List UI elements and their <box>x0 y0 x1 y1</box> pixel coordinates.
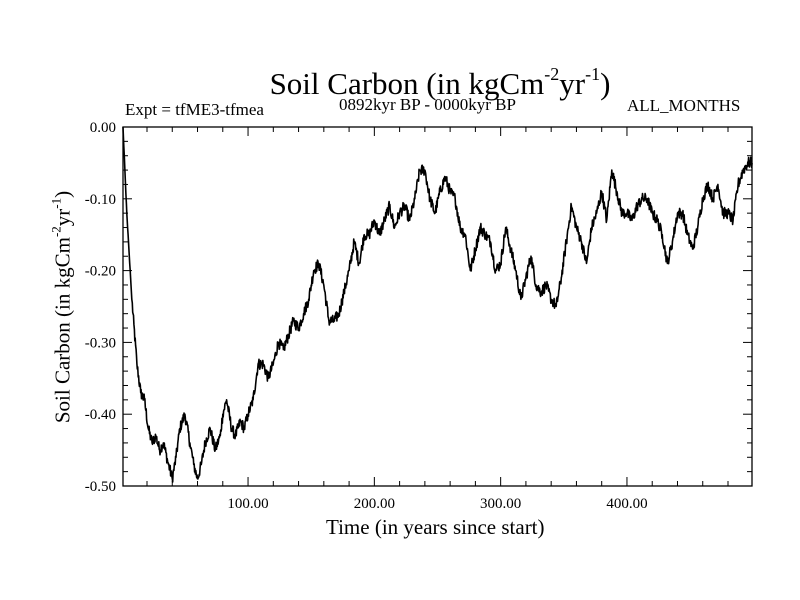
time-range-label: 0892kyr BP - 0000kyr BP <box>339 95 516 114</box>
chart-title: Soil Carbon (in kgCm-2yr-1) <box>269 64 611 101</box>
axis-ticks <box>123 126 752 487</box>
x-tick-label: 400.00 <box>606 496 647 512</box>
y-tick-label: -0.50 <box>85 479 116 495</box>
y-tick-label: -0.40 <box>85 407 116 423</box>
y-tick-label: -0.10 <box>85 192 116 208</box>
x-tick-label: 100.00 <box>227 496 268 512</box>
y-tick-label: -0.30 <box>85 335 116 351</box>
experiment-label: Expt = tfME3-tfmea <box>125 100 264 119</box>
y-tick-label: -0.20 <box>85 264 116 280</box>
tick-labels: 100.00 200.00 300.00 400.00 0.00 -0.10 -0.20 -0… <box>85 120 648 512</box>
x-tick-label: 300.00 <box>480 496 521 512</box>
x-tick-label: 200.00 <box>354 496 395 512</box>
months-label: ALL_MONTHS <box>627 96 741 115</box>
series-line-soil-carbon <box>122 126 753 483</box>
y-tick-label: 0.00 <box>90 120 116 136</box>
plot-frame <box>122 126 753 487</box>
x-axis-label: Time (in years since start) <box>326 515 545 539</box>
